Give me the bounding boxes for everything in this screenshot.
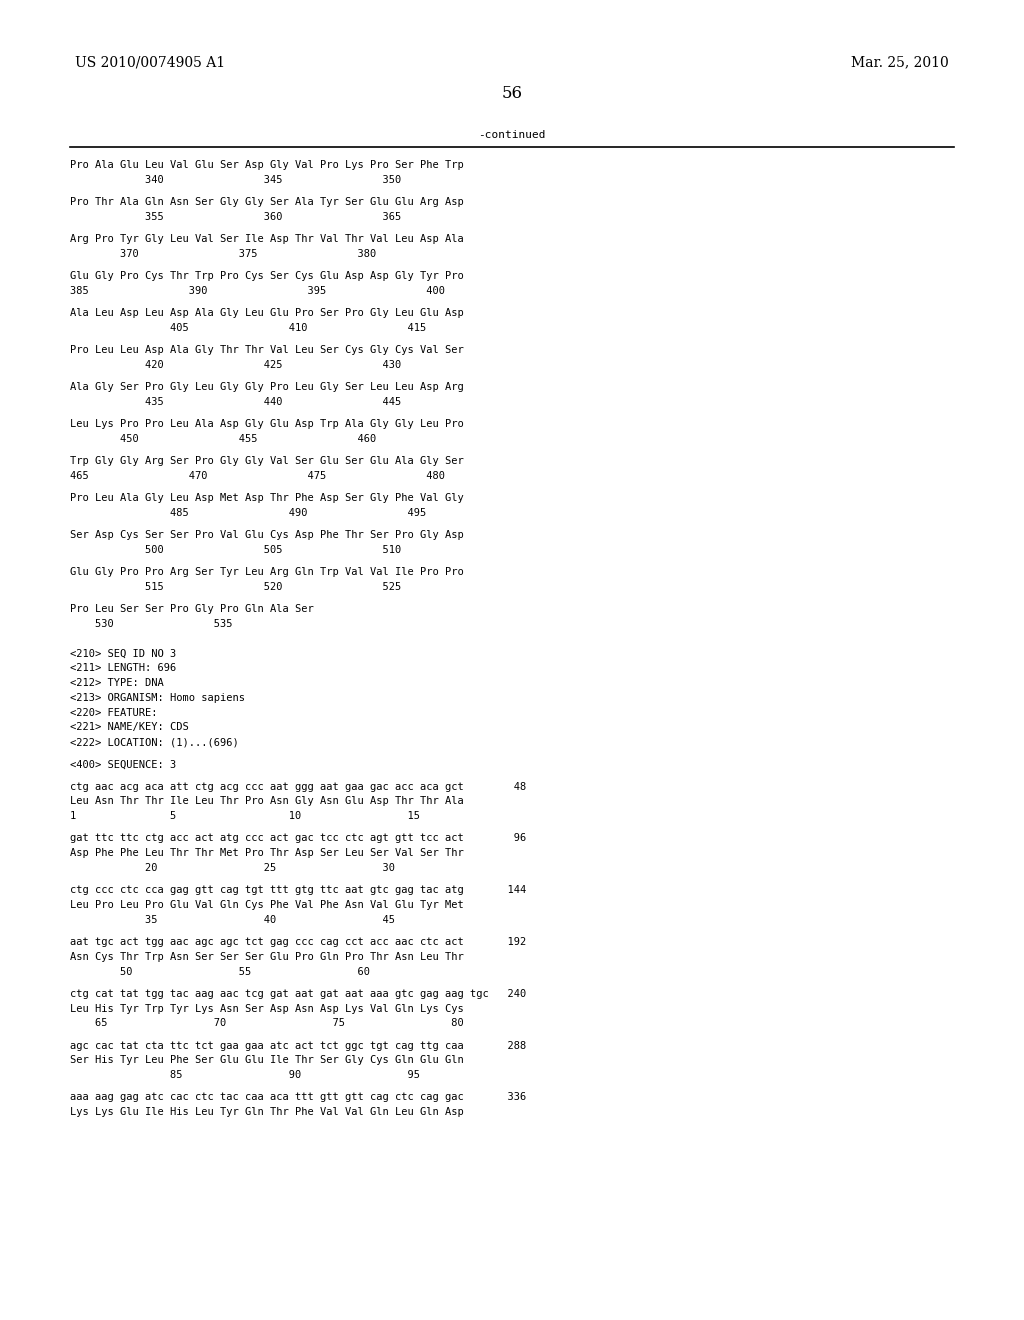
Text: 50                 55                 60: 50 55 60 (70, 966, 370, 977)
Text: Leu Lys Pro Pro Leu Ala Asp Gly Glu Asp Trp Ala Gly Gly Leu Pro: Leu Lys Pro Pro Leu Ala Asp Gly Glu Asp … (70, 418, 464, 429)
Text: 385                390                395                400: 385 390 395 400 (70, 286, 445, 296)
Text: agc cac tat cta ttc tct gaa gaa atc act tct ggc tgt cag ttg caa       288: agc cac tat cta ttc tct gaa gaa atc act … (70, 1040, 526, 1051)
Text: <400> SEQUENCE: 3: <400> SEQUENCE: 3 (70, 759, 176, 770)
Text: 1               5                  10                 15: 1 5 10 15 (70, 812, 420, 821)
Text: <222> LOCATION: (1)...(696): <222> LOCATION: (1)...(696) (70, 737, 239, 747)
Text: 465                470                475                480: 465 470 475 480 (70, 471, 445, 480)
Text: 515                520                525: 515 520 525 (70, 582, 401, 591)
Text: Glu Gly Pro Pro Arg Ser Tyr Leu Arg Gln Trp Val Val Ile Pro Pro: Glu Gly Pro Pro Arg Ser Tyr Leu Arg Gln … (70, 568, 464, 577)
Text: ctg ccc ctc cca gag gtt cag tgt ttt gtg ttc aat gtc gag tac atg       144: ctg ccc ctc cca gag gtt cag tgt ttt gtg … (70, 886, 526, 895)
Text: 435                440                445: 435 440 445 (70, 397, 401, 407)
Text: Pro Leu Ala Gly Leu Asp Met Asp Thr Phe Asp Ser Gly Phe Val Gly: Pro Leu Ala Gly Leu Asp Met Asp Thr Phe … (70, 492, 464, 503)
Text: 500                505                510: 500 505 510 (70, 545, 401, 554)
Text: Ser Asp Cys Ser Ser Pro Val Glu Cys Asp Phe Thr Ser Pro Gly Asp: Ser Asp Cys Ser Ser Pro Val Glu Cys Asp … (70, 531, 464, 540)
Text: 370                375                380: 370 375 380 (70, 248, 376, 259)
Text: US 2010/0074905 A1: US 2010/0074905 A1 (75, 55, 225, 69)
Text: -continued: -continued (478, 129, 546, 140)
Text: 485                490                495: 485 490 495 (70, 508, 426, 517)
Text: ctg cat tat tgg tac aag aac tcg gat aat gat aat aaa gtc gag aag tgc   240: ctg cat tat tgg tac aag aac tcg gat aat … (70, 989, 526, 999)
Text: 35                 40                 45: 35 40 45 (70, 915, 395, 925)
Text: <220> FEATURE:: <220> FEATURE: (70, 708, 158, 718)
Text: <213> ORGANISM: Homo sapiens: <213> ORGANISM: Homo sapiens (70, 693, 245, 702)
Text: 420                425                430: 420 425 430 (70, 360, 401, 370)
Text: Leu Pro Leu Pro Glu Val Gln Cys Phe Val Phe Asn Val Glu Tyr Met: Leu Pro Leu Pro Glu Val Gln Cys Phe Val … (70, 900, 464, 909)
Text: Ala Leu Asp Leu Asp Ala Gly Leu Glu Pro Ser Pro Gly Leu Glu Asp: Ala Leu Asp Leu Asp Ala Gly Leu Glu Pro … (70, 308, 464, 318)
Text: aaa aag gag atc cac ctc tac caa aca ttt gtt gtt cag ctc cag gac       336: aaa aag gag atc cac ctc tac caa aca ttt … (70, 1093, 526, 1102)
Text: aat tgc act tgg aac agc agc tct gag ccc cag cct acc aac ctc act       192: aat tgc act tgg aac agc agc tct gag ccc … (70, 937, 526, 946)
Text: ctg aac acg aca att ctg acg ccc aat ggg aat gaa gac acc aca gct        48: ctg aac acg aca att ctg acg ccc aat ggg … (70, 781, 526, 792)
Text: Leu Asn Thr Thr Ile Leu Thr Pro Asn Gly Asn Glu Asp Thr Thr Ala: Leu Asn Thr Thr Ile Leu Thr Pro Asn Gly … (70, 796, 464, 807)
Text: 85                 90                 95: 85 90 95 (70, 1071, 420, 1080)
Text: <210> SEQ ID NO 3: <210> SEQ ID NO 3 (70, 648, 176, 659)
Text: <211> LENGTH: 696: <211> LENGTH: 696 (70, 663, 176, 673)
Text: Pro Thr Ala Gln Asn Ser Gly Gly Ser Ala Tyr Ser Glu Glu Arg Asp: Pro Thr Ala Gln Asn Ser Gly Gly Ser Ala … (70, 197, 464, 207)
Text: Pro Ala Glu Leu Val Glu Ser Asp Gly Val Pro Lys Pro Ser Phe Trp: Pro Ala Glu Leu Val Glu Ser Asp Gly Val … (70, 160, 464, 170)
Text: 405                410                415: 405 410 415 (70, 323, 426, 333)
Text: 340                345                350: 340 345 350 (70, 174, 401, 185)
Text: <221> NAME/KEY: CDS: <221> NAME/KEY: CDS (70, 722, 188, 733)
Text: Lys Lys Glu Ile His Leu Tyr Gln Thr Phe Val Val Gln Leu Gln Asp: Lys Lys Glu Ile His Leu Tyr Gln Thr Phe … (70, 1107, 464, 1117)
Text: Leu His Tyr Trp Tyr Lys Asn Ser Asp Asn Asp Lys Val Gln Lys Cys: Leu His Tyr Trp Tyr Lys Asn Ser Asp Asn … (70, 1003, 464, 1014)
Text: Ser His Tyr Leu Phe Ser Glu Glu Ile Thr Ser Gly Cys Gln Glu Gln: Ser His Tyr Leu Phe Ser Glu Glu Ile Thr … (70, 1056, 464, 1065)
Text: 20                 25                 30: 20 25 30 (70, 863, 395, 873)
Text: 530                535: 530 535 (70, 619, 232, 628)
Text: <212> TYPE: DNA: <212> TYPE: DNA (70, 678, 164, 688)
Text: Mar. 25, 2010: Mar. 25, 2010 (851, 55, 949, 69)
Text: 355                360                365: 355 360 365 (70, 211, 401, 222)
Text: Asp Phe Phe Leu Thr Thr Met Pro Thr Asp Ser Leu Ser Val Ser Thr: Asp Phe Phe Leu Thr Thr Met Pro Thr Asp … (70, 849, 464, 858)
Text: gat ttc ttc ctg acc act atg ccc act gac tcc ctc agt gtt tcc act        96: gat ttc ttc ctg acc act atg ccc act gac … (70, 833, 526, 843)
Text: Asn Cys Thr Trp Asn Ser Ser Ser Glu Pro Gln Pro Thr Asn Leu Thr: Asn Cys Thr Trp Asn Ser Ser Ser Glu Pro … (70, 952, 464, 962)
Text: Pro Leu Leu Asp Ala Gly Thr Thr Val Leu Ser Cys Gly Cys Val Ser: Pro Leu Leu Asp Ala Gly Thr Thr Val Leu … (70, 345, 464, 355)
Text: Pro Leu Ser Ser Pro Gly Pro Gln Ala Ser: Pro Leu Ser Ser Pro Gly Pro Gln Ala Ser (70, 605, 313, 614)
Text: 56: 56 (502, 84, 522, 102)
Text: Glu Gly Pro Cys Thr Trp Pro Cys Ser Cys Glu Asp Asp Gly Tyr Pro: Glu Gly Pro Cys Thr Trp Pro Cys Ser Cys … (70, 271, 464, 281)
Text: 450                455                460: 450 455 460 (70, 434, 376, 444)
Text: Arg Pro Tyr Gly Leu Val Ser Ile Asp Thr Val Thr Val Leu Asp Ala: Arg Pro Tyr Gly Leu Val Ser Ile Asp Thr … (70, 234, 464, 244)
Text: Ala Gly Ser Pro Gly Leu Gly Gly Pro Leu Gly Ser Leu Leu Asp Arg: Ala Gly Ser Pro Gly Leu Gly Gly Pro Leu … (70, 381, 464, 392)
Text: Trp Gly Gly Arg Ser Pro Gly Gly Val Ser Glu Ser Glu Ala Gly Ser: Trp Gly Gly Arg Ser Pro Gly Gly Val Ser … (70, 455, 464, 466)
Text: 65                 70                 75                 80: 65 70 75 80 (70, 1019, 464, 1028)
